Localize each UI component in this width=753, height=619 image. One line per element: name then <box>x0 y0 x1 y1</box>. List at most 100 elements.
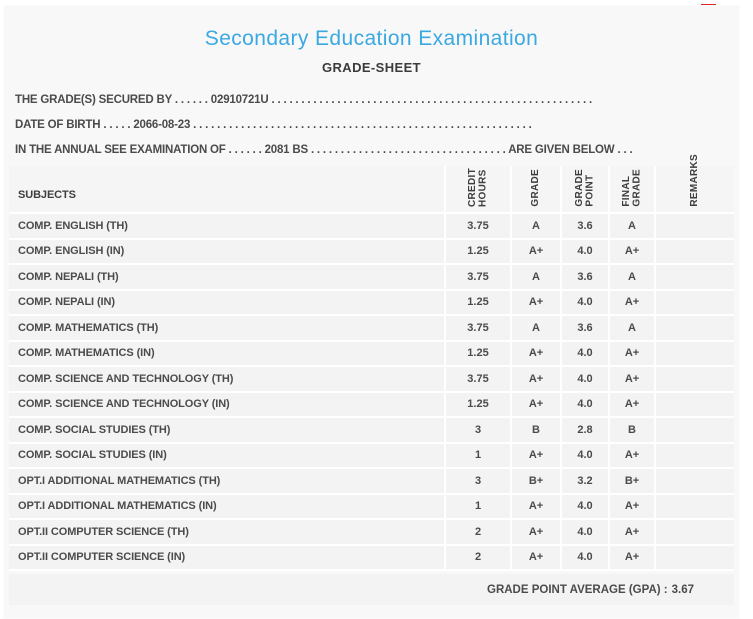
table-row: COMP. ENGLISH (TH) 3.75 A 3.6 A <box>9 214 734 240</box>
subject-cell: OPT.I ADDITIONAL MATHEMATICS (TH) <box>18 474 221 487</box>
grade-cell: A+ <box>510 545 560 569</box>
remarks-cell <box>654 316 734 340</box>
gpa-label: GRADE POINT AVERAGE (GPA) : <box>487 583 668 596</box>
table-row: OPT.I ADDITIONAL MATHEMATICS (IN) 1 A+ 4.0 A… <box>9 494 734 520</box>
final-grade-cell: A+ <box>608 494 654 518</box>
subject-cell: COMP. ENGLISH (IN) <box>18 245 125 258</box>
remarks-cell <box>654 214 734 238</box>
remarks-cell <box>654 290 734 314</box>
dots-leader: . . . . . . . . . . . . . . . . . . . . … <box>310 144 506 156</box>
grade-cell: A+ <box>510 392 560 416</box>
remarks-cell <box>654 520 734 544</box>
subject-cell: OPT.I ADDITIONAL MATHEMATICS (IN) <box>18 500 217 513</box>
final-grade-cell: B+ <box>608 469 654 493</box>
column-header-label: REMARKS <box>688 154 700 207</box>
remarks-cell <box>654 341 734 365</box>
remarks-cell <box>654 469 734 493</box>
subject-cell: COMP. SOCIAL STUDIES (TH) <box>18 423 171 436</box>
grade-point-cell: 4.0 <box>560 341 608 365</box>
grade-point-cell: 4.0 <box>560 494 608 518</box>
table-row: COMP. ENGLISH (IN) 1.25 A+ 4.0 A+ <box>9 239 734 265</box>
remarks-cell <box>654 418 734 442</box>
dots-leader: . . . . . <box>103 119 131 131</box>
final-grade-cell: A <box>608 214 654 238</box>
grade-cell: A <box>510 316 560 340</box>
remarks-cell <box>654 392 734 416</box>
statements-block: THE GRADE(S) SECURED BY . . . . . . 0291… <box>15 88 727 163</box>
exam-year-value: 2081 BS <box>264 144 309 156</box>
grade-cell: A+ <box>510 443 560 467</box>
credit-hours-cell: 3.75 <box>444 214 510 238</box>
table-row: COMP. SCIENCE AND TECHNOLOGY (TH) 3.75 A+ 4… <box>9 367 734 393</box>
final-grade-cell: B <box>608 418 654 442</box>
grade-cell: A <box>510 214 560 238</box>
subject-cell: COMP. SCIENCE AND TECHNOLOGY (TH) <box>18 372 234 385</box>
grade-point-cell: 4.0 <box>560 392 608 416</box>
statement-label: DATE OF BIRTH <box>15 119 101 131</box>
grade-cell: B <box>510 418 560 442</box>
subject-cell: COMP. MATHEMATICS (IN) <box>18 347 155 360</box>
final-grade-cell: A+ <box>608 520 654 544</box>
credit-hours-cell: 2 <box>444 520 510 544</box>
grade-point-cell: 3.6 <box>560 214 608 238</box>
column-header-grade: GRADE <box>510 166 560 212</box>
dots-leader: . . . . . . . . . . . . . . . . . . . . … <box>193 119 532 131</box>
grade-sheet-subtitle: GRADE-SHEET <box>321 60 422 75</box>
credit-hours-cell: 1.25 <box>444 392 510 416</box>
table-header-columns: CREDIT HOURS GRADE GRADE POINT FINAL GRADE R… <box>444 154 734 212</box>
final-grade-cell: A+ <box>608 290 654 314</box>
grade-point-cell: 2.8 <box>560 418 608 442</box>
remarks-cell <box>654 239 734 263</box>
grade-cell: B+ <box>510 469 560 493</box>
dots-leader: . . . . . . <box>228 144 262 156</box>
final-grade-cell: A+ <box>608 239 654 263</box>
symbol-number-value: 02910721U <box>210 94 269 106</box>
table-body: COMP. ENGLISH (TH) 3.75 A 3.6 A COMP. ENGLISH… <box>9 214 734 571</box>
subject-cell: COMP. SCIENCE AND TECHNOLOGY (IN) <box>18 398 230 411</box>
grade-point-cell: 4.0 <box>560 443 608 467</box>
subject-cell: COMP. MATHEMATICS (TH) <box>18 321 159 334</box>
dots-leader: . . . . . . <box>174 94 208 106</box>
subject-cell: OPT.II COMPUTER SCIENCE (TH) <box>18 525 189 538</box>
grade-point-cell: 3.6 <box>560 265 608 289</box>
table-row: COMP. SOCIAL STUDIES (TH) 3 B 2.8 B <box>9 418 734 444</box>
grade-sheet-card: Secondary Education Examination GRADE-SH… <box>3 5 740 619</box>
final-grade-cell: A+ <box>608 545 654 569</box>
statement-label: THE GRADE(S) SECURED BY <box>15 94 172 106</box>
credit-hours-cell: 3.75 <box>444 265 510 289</box>
final-grade-cell: A+ <box>608 367 654 391</box>
final-grade-cell: A <box>608 265 654 289</box>
subject-cell: COMP. ENGLISH (TH) <box>18 219 128 232</box>
table-header-row: SUBJECTS CREDIT HOURS GRADE GRADE POINT FIN… <box>9 154 734 214</box>
dots-leader: . . . <box>617 144 633 156</box>
subject-cell: COMP. SOCIAL STUDIES (IN) <box>18 449 167 462</box>
column-header-label: GRADE POINT <box>573 169 596 207</box>
credit-hours-cell: 3.75 <box>444 316 510 340</box>
grade-cell: A+ <box>510 494 560 518</box>
credit-hours-cell: 3.75 <box>444 367 510 391</box>
grade-point-cell: 3.2 <box>560 469 608 493</box>
final-grade-cell: A+ <box>608 341 654 365</box>
remarks-cell <box>654 443 734 467</box>
column-header-label: CREDIT HOURS <box>466 167 489 207</box>
table-row: COMP. MATHEMATICS (TH) 3.75 A 3.6 A <box>9 316 734 342</box>
column-header-grade-point: GRADE POINT <box>560 166 608 212</box>
grade-point-cell: 3.6 <box>560 316 608 340</box>
grade-point-cell: 4.0 <box>560 239 608 263</box>
grade-point-cell: 4.0 <box>560 520 608 544</box>
column-header-credit-hours: CREDIT HOURS <box>444 166 510 212</box>
grade-cell: A+ <box>510 290 560 314</box>
credit-hours-cell: 3 <box>444 469 510 493</box>
credit-hours-cell: 1 <box>444 494 510 518</box>
credit-hours-cell: 2 <box>444 545 510 569</box>
credit-hours-cell: 1 <box>444 443 510 467</box>
credit-hours-cell: 3 <box>444 418 510 442</box>
subject-cell: OPT.II COMPUTER SCIENCE (IN) <box>18 551 186 564</box>
page-title: Secondary Education Examination <box>204 27 539 50</box>
table-row: COMP. NEPALI (IN) 1.25 A+ 4.0 A+ <box>9 290 734 316</box>
subject-cell: COMP. NEPALI (IN) <box>18 296 115 309</box>
table-row: COMP. NEPALI (TH) 3.75 A 3.6 A <box>9 265 734 291</box>
credit-hours-cell: 1.25 <box>444 290 510 314</box>
grade-cell: A+ <box>510 239 560 263</box>
